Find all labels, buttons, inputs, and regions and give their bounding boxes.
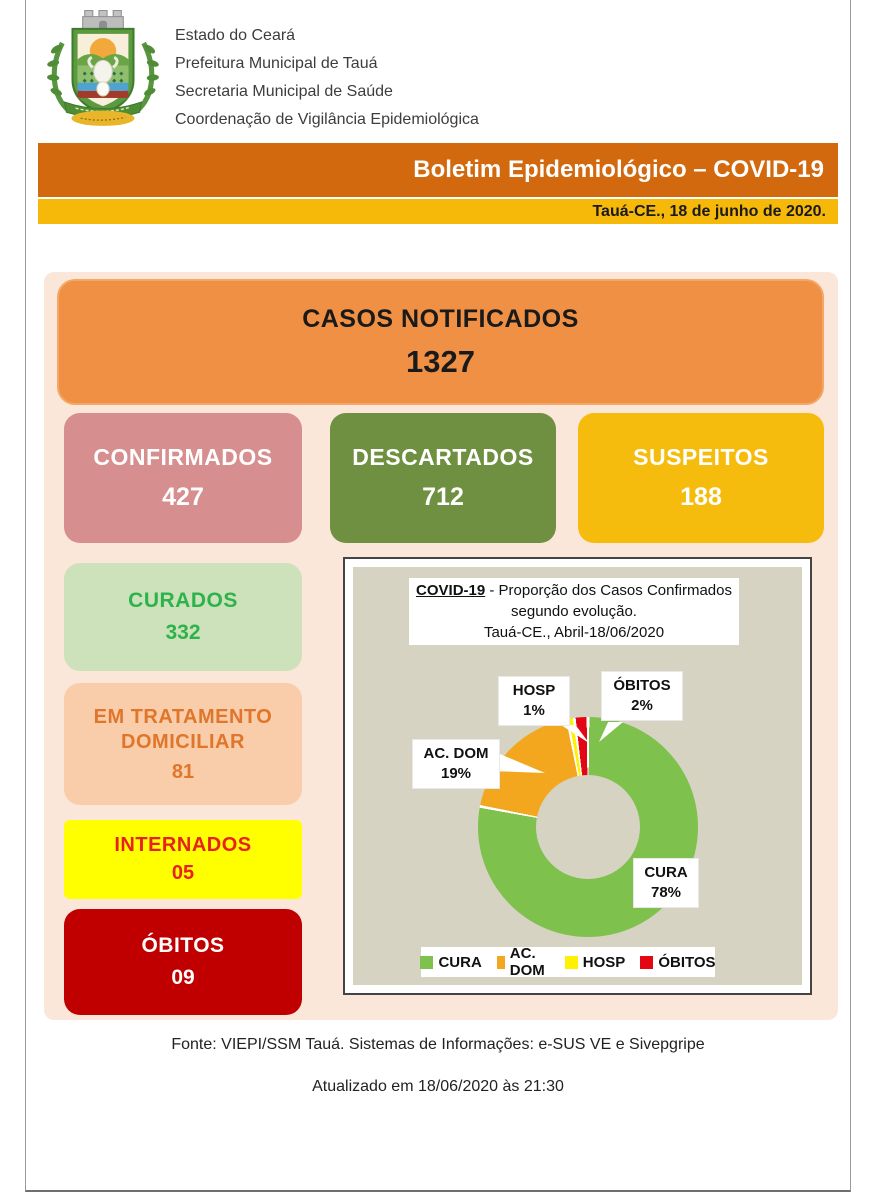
legend-item-cura: CURA [420, 953, 482, 971]
stat-curados: CURADOS 332 [64, 563, 302, 671]
org-header: Estado do Ceará Prefeitura Municipal de … [175, 22, 479, 134]
stat-confirmados: CONFIRMADOS 427 [64, 413, 302, 543]
callout-label: HOSP [512, 682, 556, 699]
stat-descartados: DESCARTADOS 712 [330, 413, 556, 543]
stat-value: 427 [162, 483, 204, 511]
chart-title-line2: Tauá-CE., Abril-18/06/2020 [483, 624, 665, 641]
legend-label: ÓBITOS [658, 953, 716, 971]
callout-ac-dom: AC. DOM 19% [413, 740, 499, 788]
callout-label: AC. DOM [423, 745, 489, 762]
taua-coat-of-arms-logo [42, 10, 164, 128]
stat-label: CASOS NOTIFICADOS [302, 304, 579, 333]
stat-label: CONFIRMADOS [93, 444, 273, 470]
stat-value: 09 [171, 966, 195, 989]
stat-label: CURADOS [128, 589, 238, 612]
stat-value: 188 [680, 483, 722, 511]
callout-pct: 1% [523, 702, 545, 719]
chart-title-rest: - Proporção dos Casos Confirmados segund… [485, 582, 732, 620]
coat-of-arms-graphic [47, 10, 159, 126]
callout-label: ÓBITOS [613, 677, 671, 694]
callout-pct: 78% [650, 884, 682, 901]
callout-hosp: HOSP 1% [499, 677, 569, 725]
chart-plot-area: COVID-19 - Proporção dos Casos Confirmad… [353, 567, 802, 985]
stat-label: DESCARTADOS [352, 444, 534, 470]
legend-swatch [640, 955, 654, 969]
legend-label: AC. DOM [509, 945, 545, 979]
stat-em-tratamento-domiciliar: EM TRATAMENTO DOMICILIAR 81 [64, 683, 302, 805]
callout-pct: 2% [631, 697, 653, 714]
stat-value: 1327 [406, 343, 475, 379]
org-line-coordenacao: Coordenação de Vigilância Epidemiológica [175, 111, 479, 128]
legend-swatch [420, 955, 434, 969]
stat-value: 712 [422, 483, 464, 511]
bulletin-date-banner: Tauá-CE., 18 de junho de 2020. [38, 199, 838, 224]
legend-item-hosp: HOSP [564, 953, 626, 971]
stat-value: 332 [165, 621, 201, 644]
stat-label: EM TRATAMENTO DOMICILIAR [93, 705, 273, 753]
donut-hole [536, 775, 640, 879]
stat-value: 05 [171, 862, 195, 884]
stat-value: 81 [171, 760, 195, 783]
stats-panel: CASOS NOTIFICADOS 1327 CONFIRMADOS 427 D… [44, 272, 838, 1020]
stat-internados: INTERNADOS 05 [64, 820, 302, 899]
evolution-chart-box: COVID-19 - Proporção dos Casos Confirmad… [343, 557, 812, 995]
callout-label: CURA [644, 864, 688, 881]
org-line-estado: Estado do Ceará [175, 27, 296, 44]
callout-cura: CURA 78% [634, 859, 698, 907]
legend-label: CURA [438, 953, 482, 971]
callout-obitos: ÓBITOS 2% [602, 672, 682, 720]
legend-item-obitos: ÓBITOS [640, 953, 716, 971]
bulletin-title-banner: Boletim Epidemiológico – COVID-19 [38, 143, 838, 197]
callout-pct: 19% [440, 765, 472, 782]
stat-suspeitos: SUSPEITOS 188 [578, 413, 824, 543]
stat-obitos: ÓBITOS 09 [64, 909, 302, 1015]
stat-casos-notificados: CASOS NOTIFICADOS 1327 [57, 279, 824, 405]
legend-label: HOSP [582, 953, 626, 971]
source-line: Fonte: VIEPI/SSM Tauá. Sistemas de Infor… [171, 1036, 705, 1053]
org-line-prefeitura: Prefeitura Municipal de Tauá [175, 55, 378, 72]
chart-legend: CURA AC. DOM HOSP ÓBITOS [420, 945, 716, 979]
stat-label: SUSPEITOS [633, 444, 769, 470]
legend-item-acdom: AC. DOM [496, 945, 550, 979]
stat-label: ÓBITOS [141, 934, 225, 957]
stat-label: INTERNADOS [114, 834, 252, 856]
chart-title: COVID-19 - Proporção dos Casos Confirmad… [409, 578, 739, 645]
org-line-secretaria: Secretaria Municipal de Saúde [175, 83, 393, 100]
legend-swatch [496, 955, 505, 969]
legend-swatch [564, 955, 578, 969]
chart-title-highlight: COVID-19 [416, 582, 486, 599]
updated-line: Atualizado em 18/06/2020 às 21:30 [312, 1078, 564, 1095]
